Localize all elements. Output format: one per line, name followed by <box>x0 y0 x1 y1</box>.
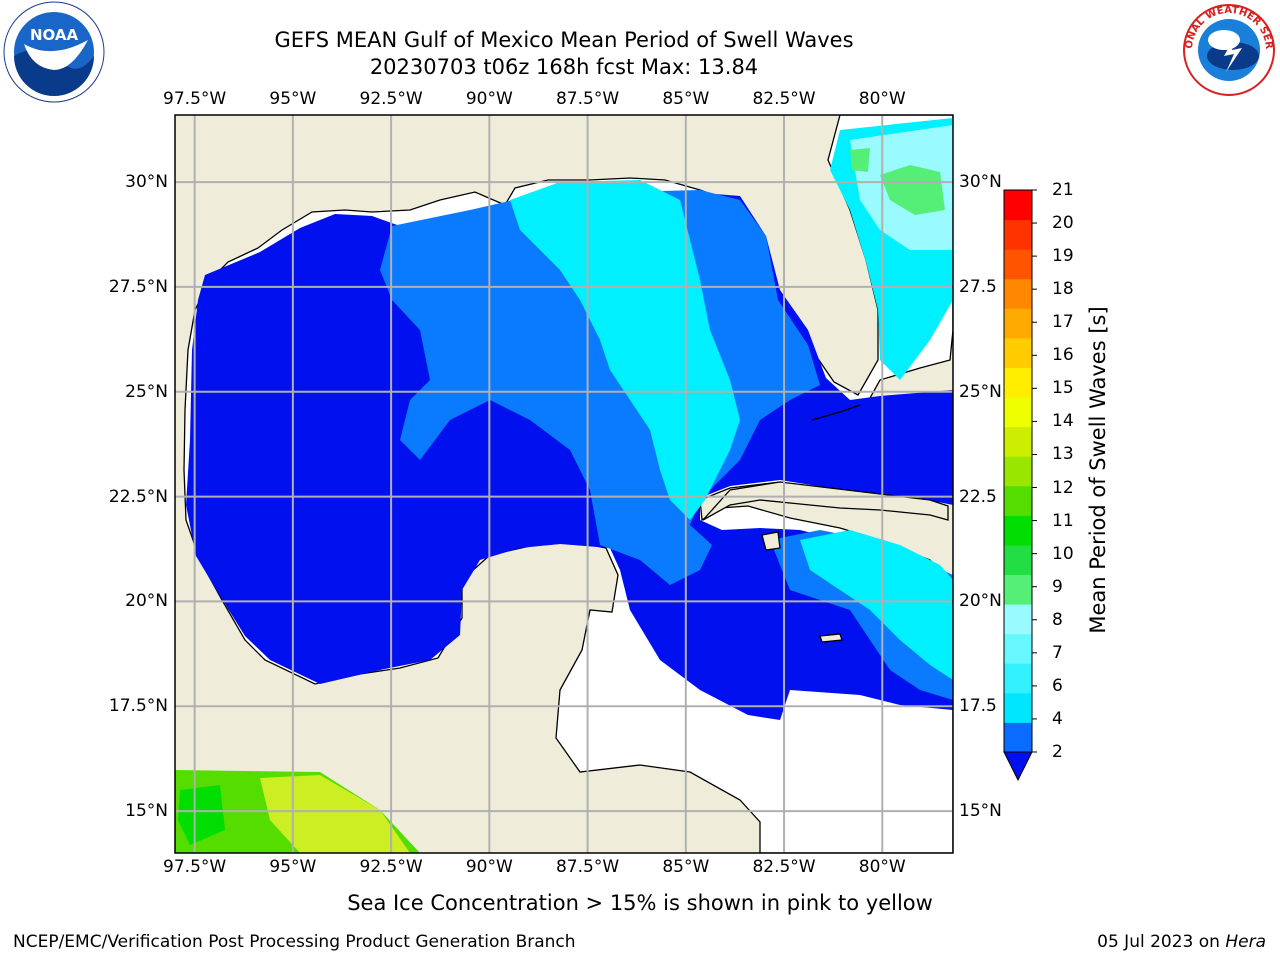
lat-label-left: 20°N <box>125 591 168 612</box>
colorbar-swatch <box>1004 367 1032 398</box>
lon-label-top: 87.5°W <box>555 89 620 109</box>
lat-label-right: 20°N <box>959 591 1002 612</box>
colorbar-swatch <box>1004 308 1032 339</box>
lon-label-top: 80°W <box>858 89 906 109</box>
colorbar-swatch <box>1004 426 1032 457</box>
colorbar-swatch <box>1004 278 1032 309</box>
colorbar-tick-label: 16 <box>1052 345 1074 366</box>
colorbar-tick-label: 8 <box>1052 609 1063 630</box>
colorbar-swatch <box>1004 337 1032 368</box>
colorbar-swatch <box>1004 190 1032 221</box>
colorbar-tick-label: 7 <box>1052 642 1063 663</box>
colorbar-title: Mean Period of Swell Waves [s] <box>1086 306 1110 634</box>
colorbar-tick-label: 19 <box>1052 246 1074 267</box>
isla-juventud <box>761 531 781 551</box>
colorbar-swatch <box>1004 544 1032 576</box>
colorbar-tick-label: 4 <box>1052 708 1063 729</box>
colorbar-tick-label: 11 <box>1052 510 1074 531</box>
lon-label-bottom: 92.5°W <box>359 857 423 877</box>
lon-label-top: 92.5°W <box>359 89 423 109</box>
chart-subtitle: 20230703 t06z 168h fcst Max: 13.84 <box>369 55 759 79</box>
footer-machine: Hera <box>1225 932 1266 952</box>
lon-label-bottom: 80°W <box>858 857 906 877</box>
noaa-logo: NOAA <box>3 1 105 103</box>
lon-label-bottom: 87.5°W <box>555 857 620 877</box>
colorbar-tick-label: 2 <box>1052 742 1063 762</box>
lon-label-bottom: 95°W <box>269 857 317 877</box>
lon-label-top: 90°W <box>465 89 513 109</box>
lat-label-left: 27.5°N <box>108 276 168 297</box>
colorbar-swatch <box>1004 249 1032 280</box>
lat-label-left: 17.5°N <box>108 696 168 717</box>
lat-label-right: 17.5 <box>959 696 997 717</box>
ice-note-text: Sea Ice Concentration > 15% is shown in … <box>347 891 933 915</box>
colorbar <box>1003 189 1037 782</box>
pacific-field-12-13s <box>260 775 410 853</box>
florida-keys <box>811 404 861 421</box>
map-frame <box>174 114 954 854</box>
colorbar-tick-label: 17 <box>1052 312 1074 333</box>
lon-label-top: 85°W <box>662 89 710 109</box>
footer-date-text: 05 Jul 2023 on <box>1097 932 1226 952</box>
colorbar-swatch <box>1004 219 1032 250</box>
noaa-logo-text: NOAA <box>30 26 79 44</box>
colorbar-tick-label: 21 <box>1052 180 1074 200</box>
colorbar-swatch <box>1004 485 1032 516</box>
colorbar-frame <box>1003 189 1033 753</box>
lat-label-left: 15°N <box>125 801 168 822</box>
colorbar-tick-label: 9 <box>1052 576 1063 597</box>
colorbar-swatch <box>1004 515 1032 546</box>
nws-logo: NATIONAL WEATHER SERVICE <box>1178 0 1275 96</box>
graticule <box>175 115 953 853</box>
map-area <box>175 115 953 853</box>
colorbar-swatch <box>1004 604 1032 635</box>
lon-label-top: 97.5°W <box>163 89 227 109</box>
chart-title: GEFS MEAN Gulf of Mexico Mean Period of … <box>274 28 854 52</box>
lat-label-right: 25°N <box>959 381 1002 402</box>
colorbar-swatch <box>1004 633 1032 664</box>
lon-label-bottom: 82.5°W <box>752 857 816 877</box>
colorbar-tick-label: 14 <box>1052 411 1074 432</box>
colorbar-tick-label: 12 <box>1052 477 1074 498</box>
lat-label-right: 22.5 <box>959 486 997 507</box>
lon-label-bottom: 90°W <box>465 857 513 877</box>
colorbar-tick-label: 10 <box>1052 543 1074 564</box>
colorbar-swatch <box>1004 722 1032 753</box>
colorbar-tick-label: 20 <box>1052 213 1074 234</box>
footer-date: 05 Jul 2023 on Hera <box>1097 932 1266 952</box>
cuba-island <box>702 481 949 521</box>
colorbar-tick-label: 18 <box>1052 279 1074 300</box>
lon-label-top: 95°W <box>269 89 317 109</box>
lon-label-top: 82.5°W <box>752 89 816 109</box>
colorbar-swatch <box>1004 692 1032 723</box>
colorbar-tick-label: 13 <box>1052 444 1074 465</box>
swell-field-6-8s <box>510 118 953 680</box>
colorbar-swatch <box>1004 397 1032 428</box>
lon-label-bottom: 97.5°W <box>163 857 227 877</box>
colorbar-swatch <box>1004 663 1032 694</box>
colorbar-swatch <box>1004 456 1032 487</box>
pacific-field-9-10s <box>178 785 225 845</box>
lat-label-left: 22.5°N <box>108 486 168 507</box>
colorbar-swatch <box>1004 574 1032 605</box>
lon-label-bottom: 85°W <box>662 857 710 877</box>
lat-label-left: 25°N <box>125 381 168 402</box>
colorbar-tick-label: 15 <box>1052 378 1074 399</box>
lat-label-right: 27.5 <box>959 276 997 297</box>
colorbar-under-arrow <box>1003 751 1033 782</box>
colorbar-tick-label: 6 <box>1052 675 1063 696</box>
lat-label-left: 30°N <box>125 172 168 193</box>
lat-label-right: 15°N <box>959 801 1002 822</box>
footer-credit: NCEP/EMC/Verification Post Processing Pr… <box>13 932 576 952</box>
lat-label-right: 30°N <box>959 172 1002 193</box>
ice-note: Sea Ice Concentration > 15% is shown in … <box>0 891 1280 915</box>
jamaica-island <box>819 633 843 643</box>
